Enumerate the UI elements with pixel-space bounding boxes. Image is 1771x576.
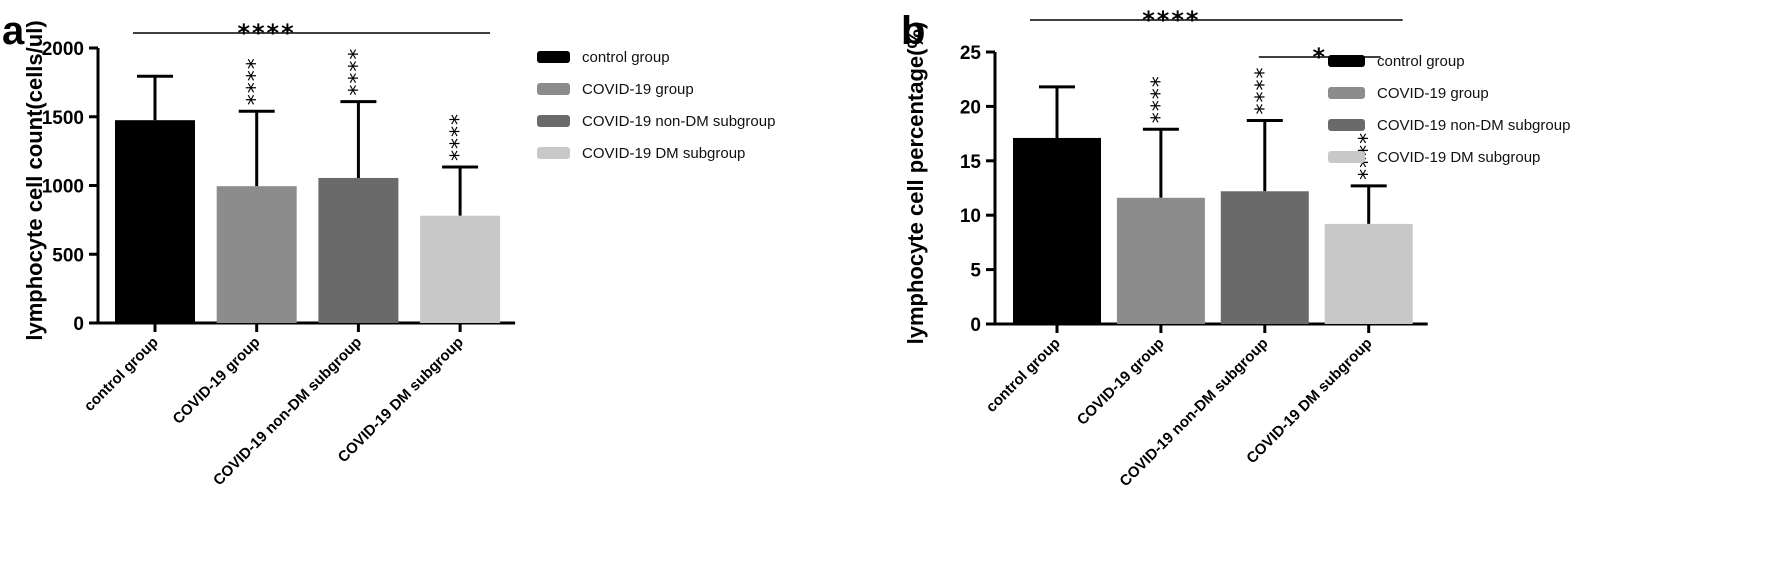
chart-b-legend-item: COVID-19 group xyxy=(1377,85,1489,102)
chart-b-y-tick-label: 15 xyxy=(960,152,982,173)
chart-a-y-tick-label: 1500 xyxy=(42,108,84,129)
chart-a-y-axis-label: lymphocyte cell count(cells/ul) xyxy=(22,20,47,340)
chart-b-panel-label: b xyxy=(901,9,925,53)
chart-b-significance-label: * xyxy=(1312,43,1327,71)
chart-b-bar-1 xyxy=(1013,137,1101,324)
chart-panel-a: a lymphocyte cell count(cells/ul) 0 500 1000… xyxy=(0,0,885,576)
chart-a-x-tick-label: COVID-19 group xyxy=(170,334,264,428)
chart-b-y-axis-label: lymphocyte cell percentage(%) xyxy=(903,22,928,345)
chart-a-bar-significance: **** xyxy=(345,48,370,96)
chart-a-significance-label: **** xyxy=(237,19,295,47)
chart-a-legend-swatch xyxy=(537,51,570,63)
chart-b-y-tick-label: 10 xyxy=(960,206,981,227)
chart-panel-b: b lymphocyte cell percentage(%) 0 5 10 15 20 25… xyxy=(885,0,1771,576)
chart-a-x-tick-label: control group xyxy=(81,334,162,415)
chart-a-bar-2 xyxy=(216,186,297,323)
chart-a-panel-label: a xyxy=(2,9,25,53)
chart-a-legend-item: COVID-19 DM subgroup xyxy=(582,145,745,162)
chart-a-legend-swatch xyxy=(537,83,570,95)
chart-b-x-tick-label: control group xyxy=(983,335,1064,416)
chart-a-bar-significance: **** xyxy=(447,113,472,161)
chart-a-legend-swatch xyxy=(537,147,570,159)
chart-a-y-tick-label: 2000 xyxy=(42,39,84,60)
chart-b-bar-4 xyxy=(1324,223,1413,324)
chart-b-legend-item: COVID-19 non-DM subgroup xyxy=(1377,117,1570,134)
chart-b-legend-swatch xyxy=(1328,87,1365,99)
chart-b-legend-item: COVID-19 DM subgroup xyxy=(1377,149,1540,166)
chart-a-bar-1 xyxy=(115,120,195,323)
chart-b-significance-label: **** xyxy=(1142,6,1200,34)
chart-a-legend-item: COVID-19 non-DM subgroup xyxy=(582,113,775,130)
chart-a-bar-significance: **** xyxy=(244,57,269,105)
chart-b-y-tick-label: 5 xyxy=(970,261,981,282)
chart-b-legend-swatch xyxy=(1328,55,1365,67)
chart-b-legend-item: control group xyxy=(1377,53,1465,70)
chart-a-legend-item: control group xyxy=(582,49,670,66)
chart-a-legend-swatch xyxy=(537,115,570,127)
chart-b-bar-2 xyxy=(1116,197,1205,324)
chart-b-bar-significance: **** xyxy=(1148,75,1173,123)
chart-a-y-tick-label: 0 xyxy=(73,314,84,335)
chart-b-bar-3 xyxy=(1220,191,1309,324)
chart-b-x-tick-label: COVID-19 group xyxy=(1074,335,1168,429)
chart-b-y-tick-label: 0 xyxy=(970,315,981,336)
chart-b-bar-significance: **** xyxy=(1252,67,1277,115)
chart-a-bar-3 xyxy=(318,177,399,323)
chart-a-legend-item: COVID-19 group xyxy=(582,81,694,98)
chart-b-y-tick-label: 25 xyxy=(960,43,982,64)
chart-a-y-tick-label: 500 xyxy=(52,245,84,266)
chart-b-legend-swatch xyxy=(1328,119,1365,131)
chart-b-y-tick-label: 20 xyxy=(960,97,981,118)
chart-a-y-tick-label: 1000 xyxy=(42,177,84,198)
chart-a-bar-4 xyxy=(420,215,501,323)
chart-b-legend-swatch xyxy=(1328,151,1365,163)
